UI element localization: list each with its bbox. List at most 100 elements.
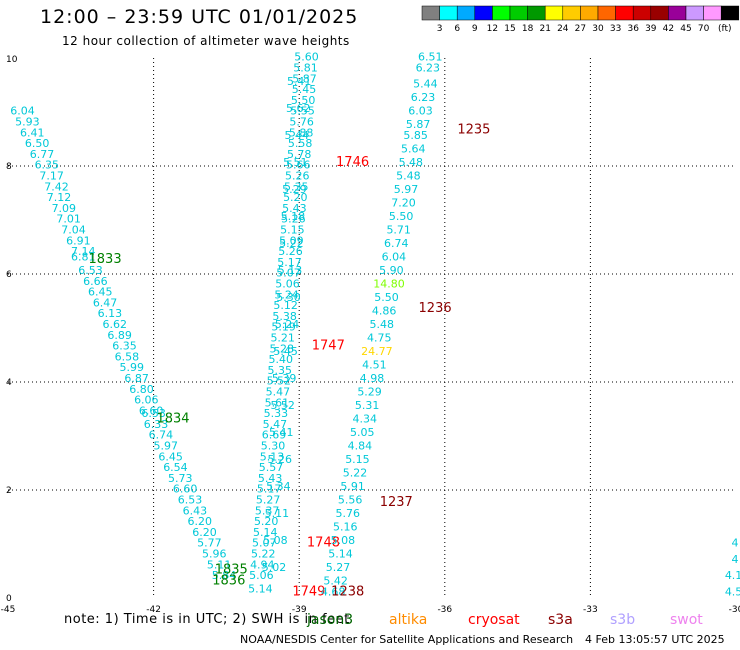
jason3-swh-value: 6.60 — [139, 404, 164, 417]
jason3-swh-value: 5.97 — [153, 440, 178, 453]
jason3-swh-value: 6.66 — [83, 275, 108, 288]
x-tick-label: -36 — [437, 605, 452, 615]
jason3-swh-value: 6.60 — [173, 483, 198, 496]
altika-swh-value: 5.09 — [279, 234, 304, 247]
jason3-swh-value: 6.33 — [144, 418, 169, 431]
legend-bin-label: 24 — [557, 24, 569, 34]
jason3-swh-value: 7.14 — [71, 245, 96, 258]
legend-bin-label: 12 — [487, 24, 498, 34]
y-tick-label: 0 — [6, 594, 12, 604]
s3a-swh-value: 5.64 — [401, 143, 426, 156]
jason3-swh-value: 6.45 — [88, 286, 113, 299]
jason3-swh-value: 6.50 — [25, 137, 50, 150]
s3a-swh-value: 5.71 — [386, 224, 411, 237]
altika-swh-value: 5.57 — [259, 461, 284, 474]
altika-swh-value: 5.14 — [248, 583, 273, 596]
legend-bin-label: 3 — [437, 24, 443, 34]
y-tick-label: 10 — [6, 55, 18, 65]
altika-swh-value: 5.47 — [263, 418, 288, 431]
altika-swh-value: 5.45 — [292, 83, 317, 96]
cryosat-swh-value: 5.13 — [278, 264, 303, 277]
altika-swh-value: 5.52 — [267, 375, 292, 388]
jason3-time-label: 1835 — [215, 563, 248, 578]
altika-swh-value: 5.06 — [275, 278, 300, 291]
legend-swatch — [527, 5, 546, 21]
jason3-swh-value: 6.77 — [30, 148, 55, 161]
s3a-swh-value: 5.90 — [379, 264, 404, 277]
jason3-swh-value: 6.20 — [187, 515, 212, 528]
cryosat-swh-value: 5.30 — [276, 291, 301, 304]
altika-swh-value: 5.20 — [283, 191, 308, 204]
altika-swh-value: 5.81 — [293, 62, 318, 75]
legend-swatch — [580, 5, 599, 21]
legend-swatch — [562, 5, 581, 21]
s3a-swh-value: 4.86 — [372, 305, 397, 318]
altika-swh-value: 5.58 — [288, 137, 313, 150]
altika-swh-value: 5.55 — [290, 105, 315, 118]
jason3-swh-value: 6.13 — [98, 307, 123, 320]
jason3-swh-value: 6.53 — [141, 407, 166, 420]
legend-bin-label: 9 — [472, 24, 478, 34]
s3a-time-label: 1237 — [380, 495, 413, 510]
chart-axes: -45 -42 -39 -36 -33 -30 0 2 4 6 8 10 — [1, 55, 740, 615]
data-points: 6.045.936.416.506.776.357.177.427.127.09… — [10, 51, 740, 600]
cryosat-time-label: 1749 — [292, 584, 325, 599]
legend-swatch — [544, 5, 564, 21]
legend-swatch — [474, 5, 493, 21]
legend-swatch — [421, 5, 440, 21]
cryosat-swh-value: 5.26 — [268, 453, 293, 466]
altika-swh-value: 5.21 — [270, 332, 295, 345]
jason3-swh-value: 7.04 — [61, 224, 86, 237]
jason3-swh-value: 6.20 — [192, 526, 217, 539]
legend-swatch — [703, 5, 722, 21]
jason3-swh-value: 6.06 — [134, 394, 159, 407]
legend-bin-label: 33 — [610, 24, 621, 34]
s3a-swh-value: 5.08 — [331, 534, 356, 547]
altika-swh-value: 5.20 — [254, 515, 279, 528]
altika-swh-value: 5.37 — [255, 504, 280, 517]
jason3-swh-value: 7.09 — [52, 202, 77, 215]
s3a-swh-value: 4.34 — [352, 413, 377, 426]
altika-swh-value: 5.38 — [272, 310, 297, 323]
jason3-time-label: 1836 — [212, 574, 245, 589]
s3a-swh-value: 5.15 — [345, 453, 370, 466]
legend-bin-label: 27 — [575, 24, 586, 34]
jason3-swh-value: 6.54 — [163, 461, 188, 474]
x-tick-label: -33 — [583, 605, 598, 615]
s3a-swh-value: 5.29 — [357, 386, 382, 399]
s3a-swh-value: 4.75 — [367, 332, 392, 345]
s3a-swh-value: 4.51 — [362, 359, 387, 372]
jason3-swh-value: 7.12 — [47, 191, 72, 204]
edge-value: 4 — [732, 537, 739, 550]
jason3-time-label: 1833 — [89, 252, 122, 267]
jason3-swh-value: 7.01 — [56, 213, 81, 226]
jason3-time-label: 1834 — [156, 412, 189, 427]
legend-bin-label: 30 — [592, 24, 604, 34]
mission-jason3: jason3 — [307, 612, 354, 628]
y-tick-label: 8 — [6, 162, 12, 172]
cryosat-time-label: 1746 — [336, 155, 369, 170]
legend-bin-label: 36 — [627, 24, 639, 34]
altika-swh-value: 5.43 — [282, 202, 307, 215]
altika-swh-value: 5.22 — [251, 548, 276, 561]
altika-swh-value: 5.13 — [260, 450, 285, 463]
altika-swh-value: 5.60 — [294, 51, 319, 64]
altika-swh-value: 5.17 — [277, 256, 302, 269]
legend-bin-label: 39 — [645, 24, 657, 34]
mission-altika: altika — [389, 612, 428, 628]
footer: NOAA/NESDIS Center for Satellite Applica… — [240, 633, 725, 646]
cryosat-swh-value: 5.02 — [262, 561, 287, 574]
s3a-swh-value: 5.31 — [355, 399, 380, 412]
jason3-swh-value: 6.35 — [112, 340, 137, 353]
edge-value: 4.5 — [725, 585, 740, 598]
jason3-swh-value: 6.47 — [93, 296, 118, 309]
altika-swh-value: 4.94 — [250, 558, 275, 571]
legend-swatch — [650, 5, 669, 21]
jason3-swh-value: 6.58 — [115, 350, 140, 363]
cryosat-swh-value: 5.62 — [286, 102, 311, 115]
altika-swh-value: 5.76 — [289, 116, 314, 129]
s3a-swh-value: 4.98 — [360, 372, 385, 385]
altika-swh-value: 5.28 — [269, 342, 294, 355]
legend-bin-label: 15 — [504, 24, 515, 34]
